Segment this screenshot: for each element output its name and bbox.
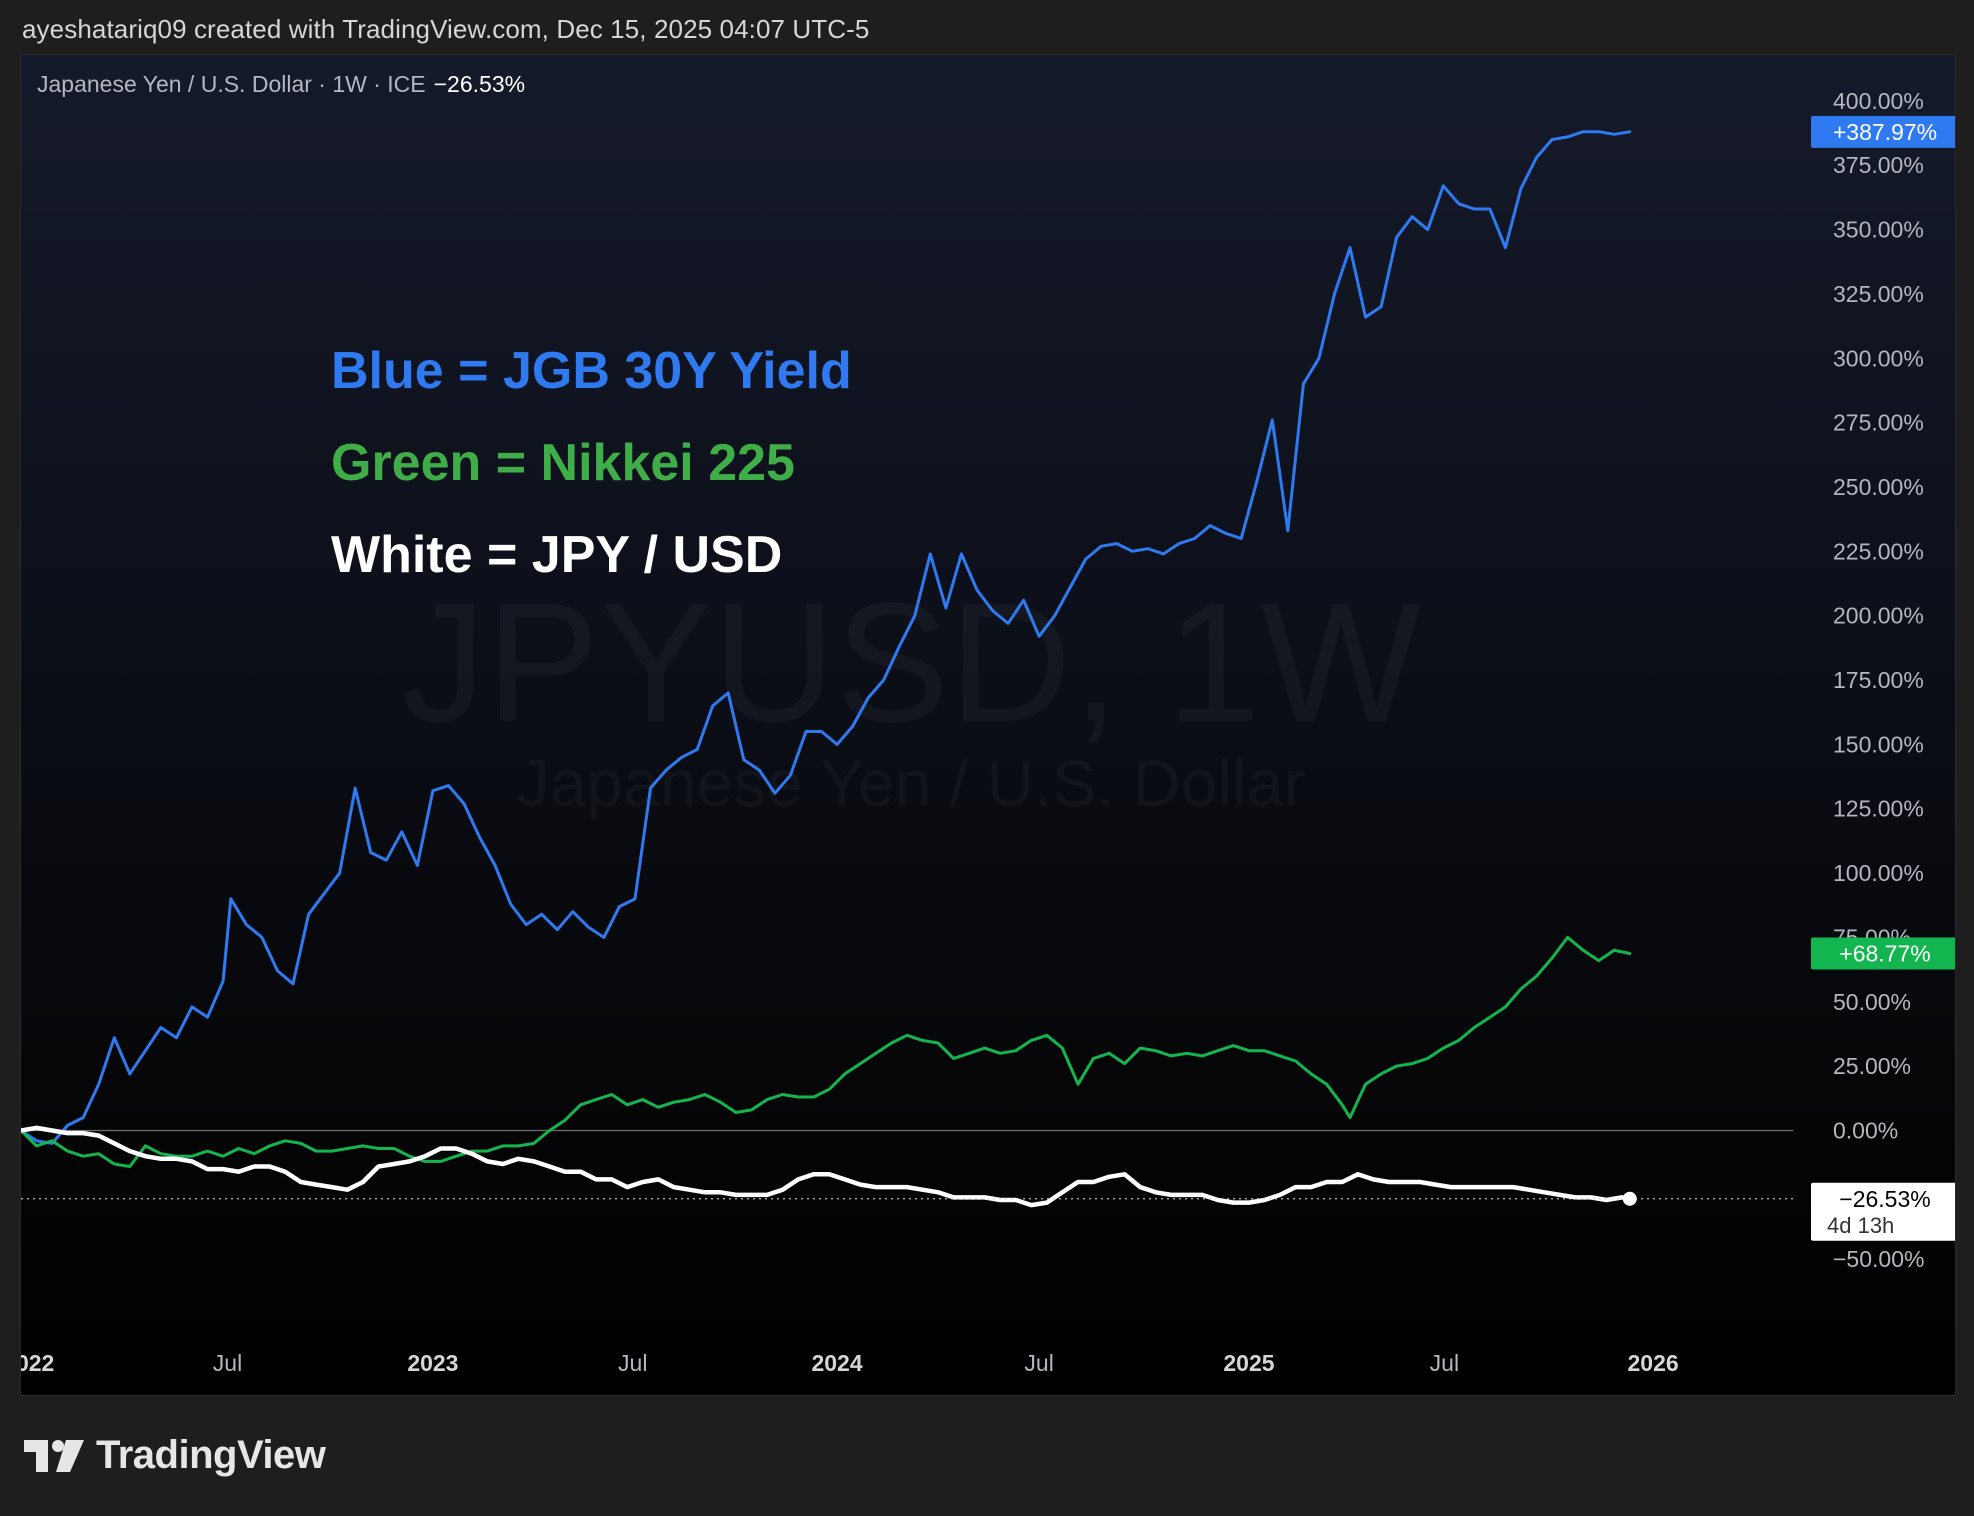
bar-countdown-label: 4d 13h bbox=[1827, 1213, 1894, 1238]
last-value-label-green: +68.77% bbox=[1839, 940, 1930, 966]
series-line-blue bbox=[21, 130, 1632, 1145]
y-tick-label: 150.00% bbox=[1833, 731, 1924, 757]
last-value-tag-green bbox=[1811, 937, 1955, 970]
annotation-blue[interactable]: Blue = JGB 30Y Yield bbox=[331, 342, 852, 400]
annotation-green[interactable]: Green = Nikkei 225 bbox=[331, 434, 795, 492]
x-tick-label: 2022 bbox=[21, 1350, 54, 1376]
symbol-legend[interactable]: Japanese Yen / U.S. Dollar · 1W · ICE −26… bbox=[37, 71, 525, 98]
y-tick-label: 25.00% bbox=[1833, 1053, 1911, 1079]
x-tick-label: Jul bbox=[1024, 1350, 1053, 1376]
x-tick-label: 2025 bbox=[1223, 1350, 1274, 1376]
y-tick-label: 225.00% bbox=[1833, 538, 1924, 564]
brand-name: TradingView bbox=[96, 1433, 326, 1477]
chart-pane[interactable]: JPYUSD, 1W Japanese Yen / U.S. Dollar 42… bbox=[20, 54, 1956, 1396]
tradingview-logo-icon bbox=[24, 1439, 84, 1472]
legend-symbol: Japanese Yen / U.S. Dollar · 1W · ICE bbox=[37, 71, 426, 97]
x-tick-label: Jul bbox=[213, 1350, 242, 1376]
y-tick-label: 400.00% bbox=[1833, 88, 1924, 114]
x-tick-label: 2023 bbox=[407, 1350, 458, 1376]
y-tick-label: 375.00% bbox=[1833, 152, 1924, 178]
y-tick-label: 275.00% bbox=[1833, 410, 1924, 436]
x-tick-label: Jul bbox=[1430, 1350, 1459, 1376]
y-tick-label: 300.00% bbox=[1833, 345, 1924, 371]
x-tick-label: Jul bbox=[618, 1350, 647, 1376]
y-tick-label: 325.00% bbox=[1833, 281, 1924, 307]
annotation-white[interactable]: White = JPY / USD bbox=[331, 526, 783, 584]
y-tick-label: 125.00% bbox=[1833, 796, 1924, 822]
y-tick-label: −50.00% bbox=[1833, 1246, 1924, 1272]
white-last-point bbox=[1622, 1191, 1637, 1206]
legend-value: −26.53% bbox=[433, 71, 526, 97]
series-line-white bbox=[21, 1125, 1633, 1208]
last-value-label-white: −26.53% bbox=[1839, 1186, 1930, 1212]
last-value-tag-blue bbox=[1811, 115, 1955, 148]
series-line-green bbox=[21, 935, 1632, 1168]
y-tick-label: 200.00% bbox=[1833, 603, 1924, 629]
x-tick-label: 2024 bbox=[811, 1350, 862, 1376]
y-tick-label: 100.00% bbox=[1833, 860, 1924, 886]
chart-plot[interactable]: 425.00%400.00%375.00%350.00%325.00%300.0… bbox=[21, 55, 1955, 1395]
y-tick-label: 0.00% bbox=[1833, 1118, 1898, 1144]
y-tick-label: 50.00% bbox=[1833, 989, 1911, 1015]
y-tick-label: 350.00% bbox=[1833, 217, 1924, 243]
tradingview-logo[interactable]: TradingView bbox=[24, 1433, 326, 1478]
y-tick-label: 250.00% bbox=[1833, 474, 1924, 500]
last-value-label-blue: +387.97% bbox=[1833, 119, 1937, 145]
chart-header: ayeshatariq09 created with TradingView.c… bbox=[22, 14, 870, 44]
y-tick-label: 175.00% bbox=[1833, 667, 1924, 693]
x-tick-label: 2026 bbox=[1628, 1350, 1679, 1376]
last-value-tag-white bbox=[1811, 1182, 1955, 1241]
